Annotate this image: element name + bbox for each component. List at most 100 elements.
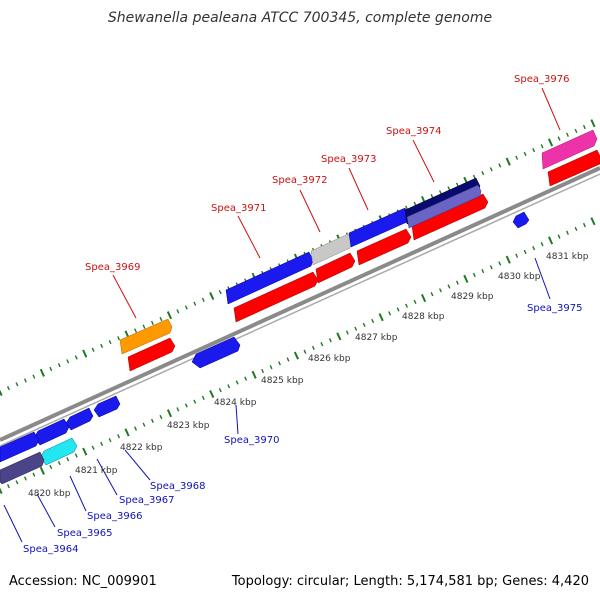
gene-label-spea-3966[interactable]: Spea_3966 xyxy=(87,511,142,522)
tick-mark xyxy=(489,265,493,270)
gene-feature[interactable] xyxy=(547,149,600,187)
tick-mark xyxy=(235,380,239,385)
tick-mark xyxy=(278,361,281,366)
gene-feature[interactable] xyxy=(512,211,530,229)
tick-mark xyxy=(100,343,104,348)
gene-feature[interactable] xyxy=(0,431,40,463)
tick-mark xyxy=(108,438,112,443)
tick-mark xyxy=(463,274,469,283)
tick-mark xyxy=(124,428,130,437)
gene-label-spea-3973[interactable]: Spea_3973 xyxy=(321,154,376,165)
tick-mark xyxy=(320,342,324,347)
topology-text: Topology: circular; Length: 5,174,581 bp… xyxy=(231,574,589,589)
tick-mark xyxy=(23,476,27,481)
tick-mark xyxy=(354,326,358,331)
gene-label-spea-3971[interactable]: Spea_3971 xyxy=(211,203,266,214)
tick-mark xyxy=(251,370,257,379)
tick-mark xyxy=(574,128,578,133)
gene-label-spea-3969[interactable]: Spea_3969 xyxy=(85,262,140,273)
backbone-reverse xyxy=(0,173,600,447)
tick-mark xyxy=(405,303,409,308)
gene-feature[interactable] xyxy=(541,129,598,170)
forward-gene-labels: Spea_3969 Spea_3971 Spea_3972 Spea_3973 … xyxy=(85,74,569,273)
gene-feature[interactable] xyxy=(315,252,356,284)
gene-label-spea-3970[interactable]: Spea_3970 xyxy=(224,435,279,446)
feature-track xyxy=(0,129,600,485)
tick-mark xyxy=(566,132,569,137)
tick-mark xyxy=(15,382,19,387)
gene-feature[interactable] xyxy=(0,451,45,485)
tick-mark xyxy=(582,124,586,130)
gene-label-spea-3967[interactable]: Spea_3967 xyxy=(119,495,174,506)
backbone-forward xyxy=(0,166,600,442)
tick-mark xyxy=(557,136,561,141)
tick-mark xyxy=(574,226,578,231)
tick-mark xyxy=(582,222,586,228)
gene-label-spea-3964[interactable]: Spea_3964 xyxy=(23,544,78,555)
tick-mark xyxy=(420,293,427,303)
gene-feature[interactable] xyxy=(233,271,319,323)
tick-mark xyxy=(336,332,342,341)
gene-feature[interactable] xyxy=(119,318,173,355)
tick-mark xyxy=(209,291,215,301)
tick-mark xyxy=(481,269,485,274)
tick-mark xyxy=(66,457,70,462)
tick-mark xyxy=(49,464,53,470)
tick-mark xyxy=(515,253,519,258)
scale-label: 4830 kbp xyxy=(498,272,541,282)
tick-mark xyxy=(540,242,544,247)
tick-mark xyxy=(15,480,19,485)
gene-feature[interactable] xyxy=(127,337,176,372)
tick-mark xyxy=(32,472,36,477)
tick-mark xyxy=(218,290,222,295)
tick-mark xyxy=(82,447,88,456)
tick-mark xyxy=(74,355,78,360)
tick-mark xyxy=(193,399,197,404)
tick-mark xyxy=(108,340,112,345)
gene-label-spea-3965[interactable]: Spea_3965 xyxy=(57,528,112,539)
gene-feature[interactable] xyxy=(93,395,121,418)
scale-label: 4825 kbp xyxy=(261,376,304,386)
tick-mark xyxy=(489,167,493,172)
tick-mark xyxy=(6,386,10,391)
tick-mark xyxy=(523,151,527,157)
tick-mark xyxy=(117,336,121,341)
tick-mark xyxy=(547,138,554,147)
gene-label-spea-3968[interactable]: Spea_3968 xyxy=(150,481,205,492)
tick-mark xyxy=(261,368,265,374)
gene-label-spea-3972[interactable]: Spea_3972 xyxy=(272,175,327,186)
gene-feature[interactable] xyxy=(191,336,241,369)
scale-label: 4827 kbp xyxy=(355,333,398,343)
gene-feature[interactable] xyxy=(356,228,412,266)
tick-mark xyxy=(286,357,290,362)
tick-mark xyxy=(413,299,417,304)
tick-mark xyxy=(378,313,384,322)
tick-mark xyxy=(166,311,173,320)
gene-feature[interactable] xyxy=(406,184,482,229)
gene-feature[interactable] xyxy=(65,407,94,431)
tick-mark xyxy=(176,309,180,314)
gene-label-spea-3975[interactable]: Spea_3975 xyxy=(527,303,582,314)
tick-mark xyxy=(455,280,459,285)
tick-mark xyxy=(590,119,596,128)
tick-mark xyxy=(0,389,3,397)
gene-label-spea-3974[interactable]: Spea_3974 xyxy=(386,126,441,137)
gene-label-spea-3976[interactable]: Spea_3976 xyxy=(514,74,569,85)
tick-mark xyxy=(481,171,485,176)
tick-mark xyxy=(540,144,544,149)
gene-feature[interactable] xyxy=(225,251,314,305)
tick-mark xyxy=(396,307,400,312)
accession-text: Accession: NC_009901 xyxy=(9,574,157,589)
tick-mark xyxy=(142,422,146,427)
tick-row-lower xyxy=(0,217,596,495)
scale-labels: 4820 kbp 4821 kbp 4822 kbp 4823 kbp 4824… xyxy=(28,252,589,499)
tick-mark xyxy=(201,297,205,302)
scale-label: 4828 kbp xyxy=(402,312,445,322)
tick-mark xyxy=(159,414,163,420)
tick-mark xyxy=(39,466,45,475)
tick-mark xyxy=(159,316,163,322)
tick-mark xyxy=(244,376,248,381)
tick-mark xyxy=(0,487,3,495)
tick-mark xyxy=(293,351,300,360)
